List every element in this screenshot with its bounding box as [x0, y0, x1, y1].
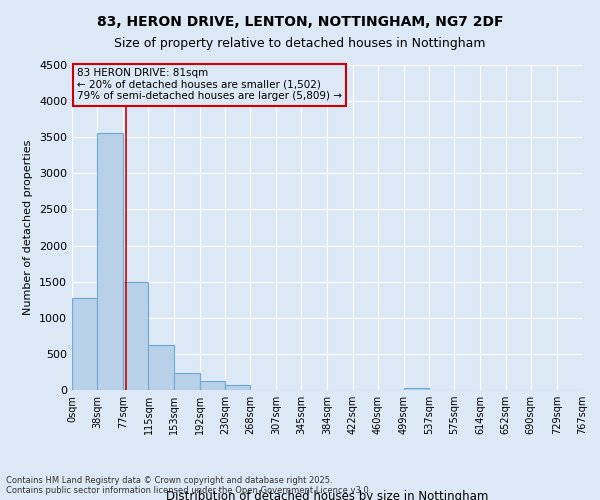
Bar [225, 385, 250, 390]
Bar [148, 345, 174, 390]
Bar [97, 133, 123, 390]
Text: 83, HERON DRIVE, LENTON, NOTTINGHAM, NG7 2DF: 83, HERON DRIVE, LENTON, NOTTINGHAM, NG7… [97, 15, 503, 29]
Y-axis label: Number of detached properties: Number of detached properties [23, 140, 34, 315]
Bar [174, 374, 200, 390]
Text: Contains HM Land Registry data © Crown copyright and database right 2025.
Contai: Contains HM Land Registry data © Crown c… [6, 476, 371, 495]
Bar [72, 298, 97, 390]
Text: 83 HERON DRIVE: 81sqm
← 20% of detached houses are smaller (1,502)
79% of semi-d: 83 HERON DRIVE: 81sqm ← 20% of detached … [77, 68, 342, 102]
Bar [123, 282, 148, 390]
Text: Size of property relative to detached houses in Nottingham: Size of property relative to detached ho… [114, 38, 486, 51]
X-axis label: Distribution of detached houses by size in Nottingham: Distribution of detached houses by size … [166, 490, 488, 500]
Bar [404, 388, 429, 390]
Bar [200, 380, 225, 390]
